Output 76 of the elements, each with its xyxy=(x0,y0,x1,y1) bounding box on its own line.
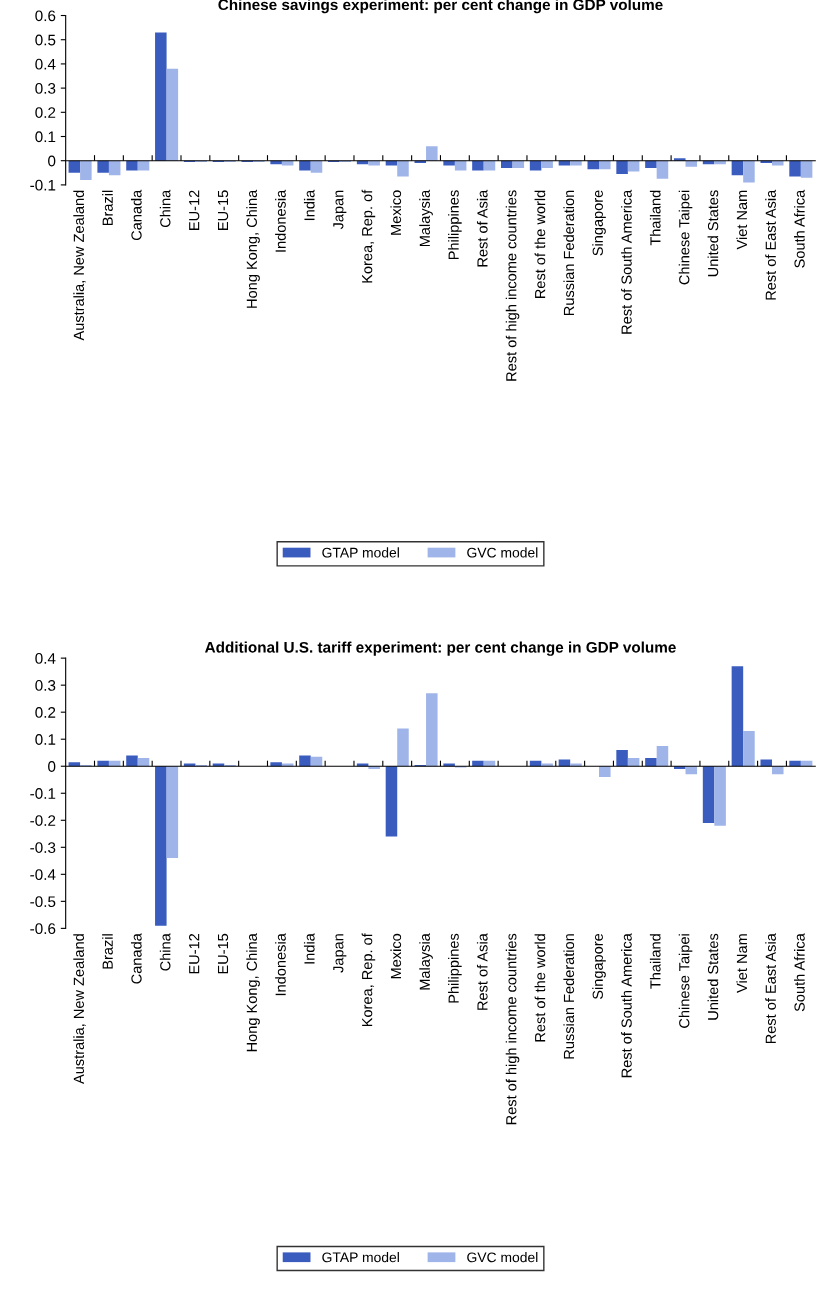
x-tick-label: Australia, New Zealand xyxy=(73,190,86,341)
x-tick-label: Philippines xyxy=(448,933,462,1003)
y-tick-label: 0.3 xyxy=(35,680,56,691)
x-tick-label: China xyxy=(159,933,171,971)
x-tick-label: Thailand xyxy=(649,934,661,989)
y-tick-label: 0.2 xyxy=(35,107,56,118)
x-tick-label: Rest of Asia xyxy=(476,189,488,267)
x-tick-label: Rest of high income countries xyxy=(505,933,520,1125)
x-tick-label: Malaysia xyxy=(419,933,433,990)
y-tick-label: -0.5 xyxy=(30,896,56,908)
x-tick-label: Russian Federation xyxy=(563,934,575,1059)
legend-label: GVC model xyxy=(467,547,538,558)
x-tick-label: Japan xyxy=(333,934,347,973)
y-tick-label: 0.1 xyxy=(35,734,56,745)
x-tick-label: Hong Kong, China xyxy=(246,189,260,308)
y-tick-label: 0.5 xyxy=(35,34,56,46)
x-tick-label: Rest of the world xyxy=(534,190,546,298)
x-tick-label: Brazil xyxy=(102,934,113,969)
y-tick-label: -0.1 xyxy=(30,179,56,191)
y-tick-label: 0.4 xyxy=(35,58,56,70)
x-tick-label: EU-15 xyxy=(217,190,229,230)
x-tick-label: China xyxy=(159,189,171,228)
x-tick-label: Chinese Taipei xyxy=(678,934,693,1028)
x-tick-label: Hong Kong, China xyxy=(246,933,260,1052)
x-tick-label: Rest of high income countries xyxy=(505,190,520,381)
x-tick-label: United States xyxy=(707,190,719,277)
x-tick-label: Australia, New Zealand xyxy=(73,934,86,1084)
x-tick-label: Brazil xyxy=(102,190,113,226)
y-tick-label: -0.3 xyxy=(30,842,56,853)
y-tick-label: 0 xyxy=(48,761,56,772)
x-tick-label: Rest of South America xyxy=(621,933,632,1078)
y-tick-label: 0.4 xyxy=(35,653,56,664)
x-tick-label: United States xyxy=(707,933,719,1020)
x-tick-label: Singapore xyxy=(592,190,606,256)
x-tick-label: Japan xyxy=(333,190,347,230)
x-tick-label: EU-12 xyxy=(189,190,200,230)
x-tick-label: India xyxy=(303,933,315,964)
x-tick-label: Rest of South America xyxy=(621,189,632,334)
x-tick-label: Korea, Rep. of xyxy=(361,189,376,283)
x-tick-label: Chinese Taipei xyxy=(678,190,693,285)
x-tick-label: South Africa xyxy=(794,189,805,268)
x-tick-label: Rest of East Asia xyxy=(765,933,776,1044)
x-tick-label: India xyxy=(303,189,315,221)
x-tick-label: Thailand xyxy=(649,190,661,246)
x-tick-label: Philippines xyxy=(448,190,462,260)
x-tick-label: Russian Federation xyxy=(563,190,575,316)
x-tick-label: Mexico xyxy=(390,933,402,979)
x-tick-label: Canada xyxy=(130,933,142,984)
x-tick-label: Korea, Rep. of xyxy=(361,933,376,1027)
x-tick-label: Indonesia xyxy=(275,189,286,252)
y-tick-label: -0.6 xyxy=(30,923,56,935)
x-tick-label: Viet Nam xyxy=(736,934,748,993)
y-tick-label: 0.3 xyxy=(35,82,56,94)
y-tick-label: -0.2 xyxy=(30,815,56,826)
y-tick-label: 0.6 xyxy=(35,10,56,22)
x-tick-label: EU-15 xyxy=(217,933,229,974)
chart-title: Additional U.S. tariff experiment: per cent change in GDP volume xyxy=(205,641,676,656)
y-tick-label: 0.2 xyxy=(35,707,56,718)
x-tick-label: Rest of East Asia xyxy=(765,189,776,300)
x-tick-label: Malaysia xyxy=(419,189,433,247)
x-tick-label: Canada xyxy=(130,189,142,241)
x-tick-label: EU-12 xyxy=(189,933,200,974)
x-tick-label: Mexico xyxy=(390,190,402,235)
y-tick-label: -0.1 xyxy=(30,788,56,799)
legend-label: GTAP model xyxy=(322,547,399,558)
x-tick-label: Viet Nam xyxy=(736,190,748,250)
x-tick-label: Rest of Asia xyxy=(476,933,488,1010)
x-tick-label: Rest of the world xyxy=(534,934,546,1042)
x-tick-label: Indonesia xyxy=(275,933,286,996)
x-tick-label: Singapore xyxy=(592,933,606,1000)
y-tick-label: 0 xyxy=(48,155,56,167)
x-tick-label: South Africa xyxy=(794,933,805,1012)
y-tick-label: -0.4 xyxy=(30,869,56,881)
y-tick-label: 0.1 xyxy=(35,131,56,143)
legend-label: GVC model xyxy=(467,1252,538,1263)
legend-label: GTAP model xyxy=(322,1252,399,1263)
